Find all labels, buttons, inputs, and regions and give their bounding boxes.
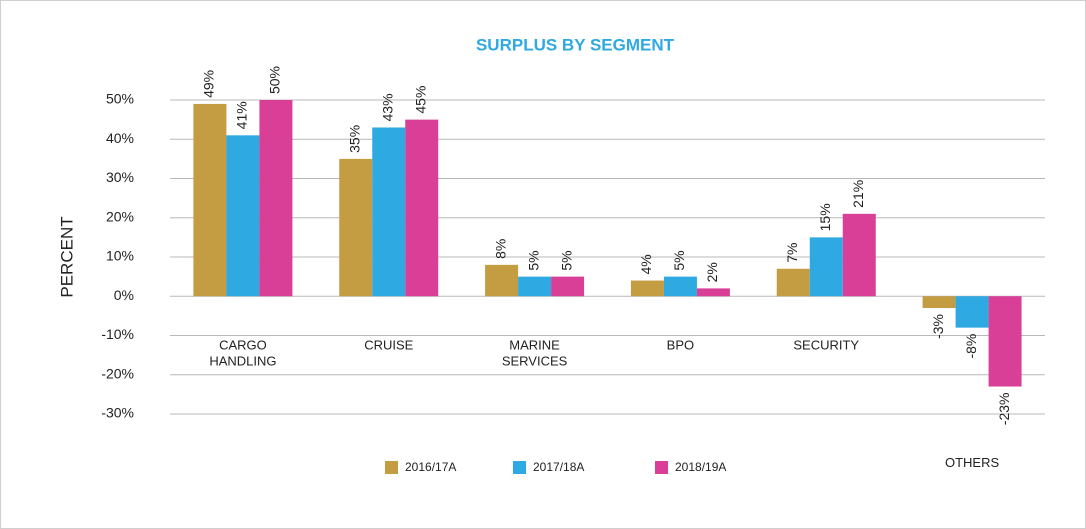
y-tick-label: 40% — [106, 130, 134, 146]
bar — [776, 268, 810, 297]
y-tick-label: -20% — [101, 365, 134, 381]
legend-swatch — [385, 461, 398, 474]
x-tick-label: MARINE SERVICES — [502, 338, 568, 369]
legend-label: 2016/17A — [405, 460, 456, 474]
legend-label: 2018/19A — [675, 460, 726, 474]
bar — [372, 127, 406, 297]
bar — [518, 276, 552, 297]
bar — [485, 264, 519, 297]
data-label: 50% — [267, 66, 283, 94]
data-label: 43% — [379, 93, 395, 121]
bar — [988, 296, 1022, 387]
y-tick-label: 20% — [106, 208, 134, 224]
data-label: -8% — [963, 334, 979, 359]
data-label: 5% — [671, 250, 687, 270]
data-label: 35% — [346, 125, 362, 153]
x-tick-label: OTHERS — [945, 455, 1000, 470]
x-tick-label: CARGO HANDLING — [209, 338, 276, 369]
bar — [955, 296, 989, 328]
y-tick-label: 30% — [106, 169, 134, 185]
data-label: 15% — [817, 203, 833, 231]
data-label: 7% — [784, 243, 800, 263]
y-tick-label: 0% — [114, 287, 134, 303]
bar — [226, 135, 260, 297]
bar — [922, 296, 956, 309]
data-label: 4% — [638, 254, 654, 274]
y-tick-label: -10% — [101, 326, 134, 342]
bar — [339, 158, 373, 297]
data-label: 49% — [201, 70, 217, 98]
y-tick-label: 50% — [106, 91, 134, 107]
legend-label: 2017/18A — [533, 460, 584, 474]
bar — [193, 103, 227, 297]
legend-swatch — [655, 461, 668, 474]
bar — [696, 288, 730, 297]
data-label: 41% — [234, 101, 250, 129]
data-label: 5% — [525, 250, 541, 270]
bar — [809, 237, 843, 297]
bar — [842, 213, 876, 297]
data-label: 21% — [850, 180, 866, 208]
bar — [259, 100, 293, 297]
data-label: -23% — [996, 393, 1012, 426]
data-label: 45% — [412, 86, 428, 114]
data-label: 5% — [558, 250, 574, 270]
bar — [630, 280, 664, 297]
bar — [551, 276, 585, 297]
data-label: -3% — [930, 314, 946, 339]
data-label: 8% — [492, 239, 508, 259]
y-axis-label: PERCENT — [57, 216, 76, 297]
data-label: 2% — [704, 262, 720, 282]
bar — [405, 119, 439, 297]
bar — [663, 276, 697, 297]
y-tick-label: -30% — [101, 405, 134, 421]
x-tick-label: CRUISE — [364, 338, 413, 353]
chart-title: SURPLUS BY SEGMENT — [476, 35, 675, 54]
x-tick-label: BPO — [667, 338, 694, 353]
x-tick-label: SECURITY — [793, 338, 859, 353]
legend-swatch — [513, 461, 526, 474]
y-tick-label: 10% — [106, 248, 134, 264]
